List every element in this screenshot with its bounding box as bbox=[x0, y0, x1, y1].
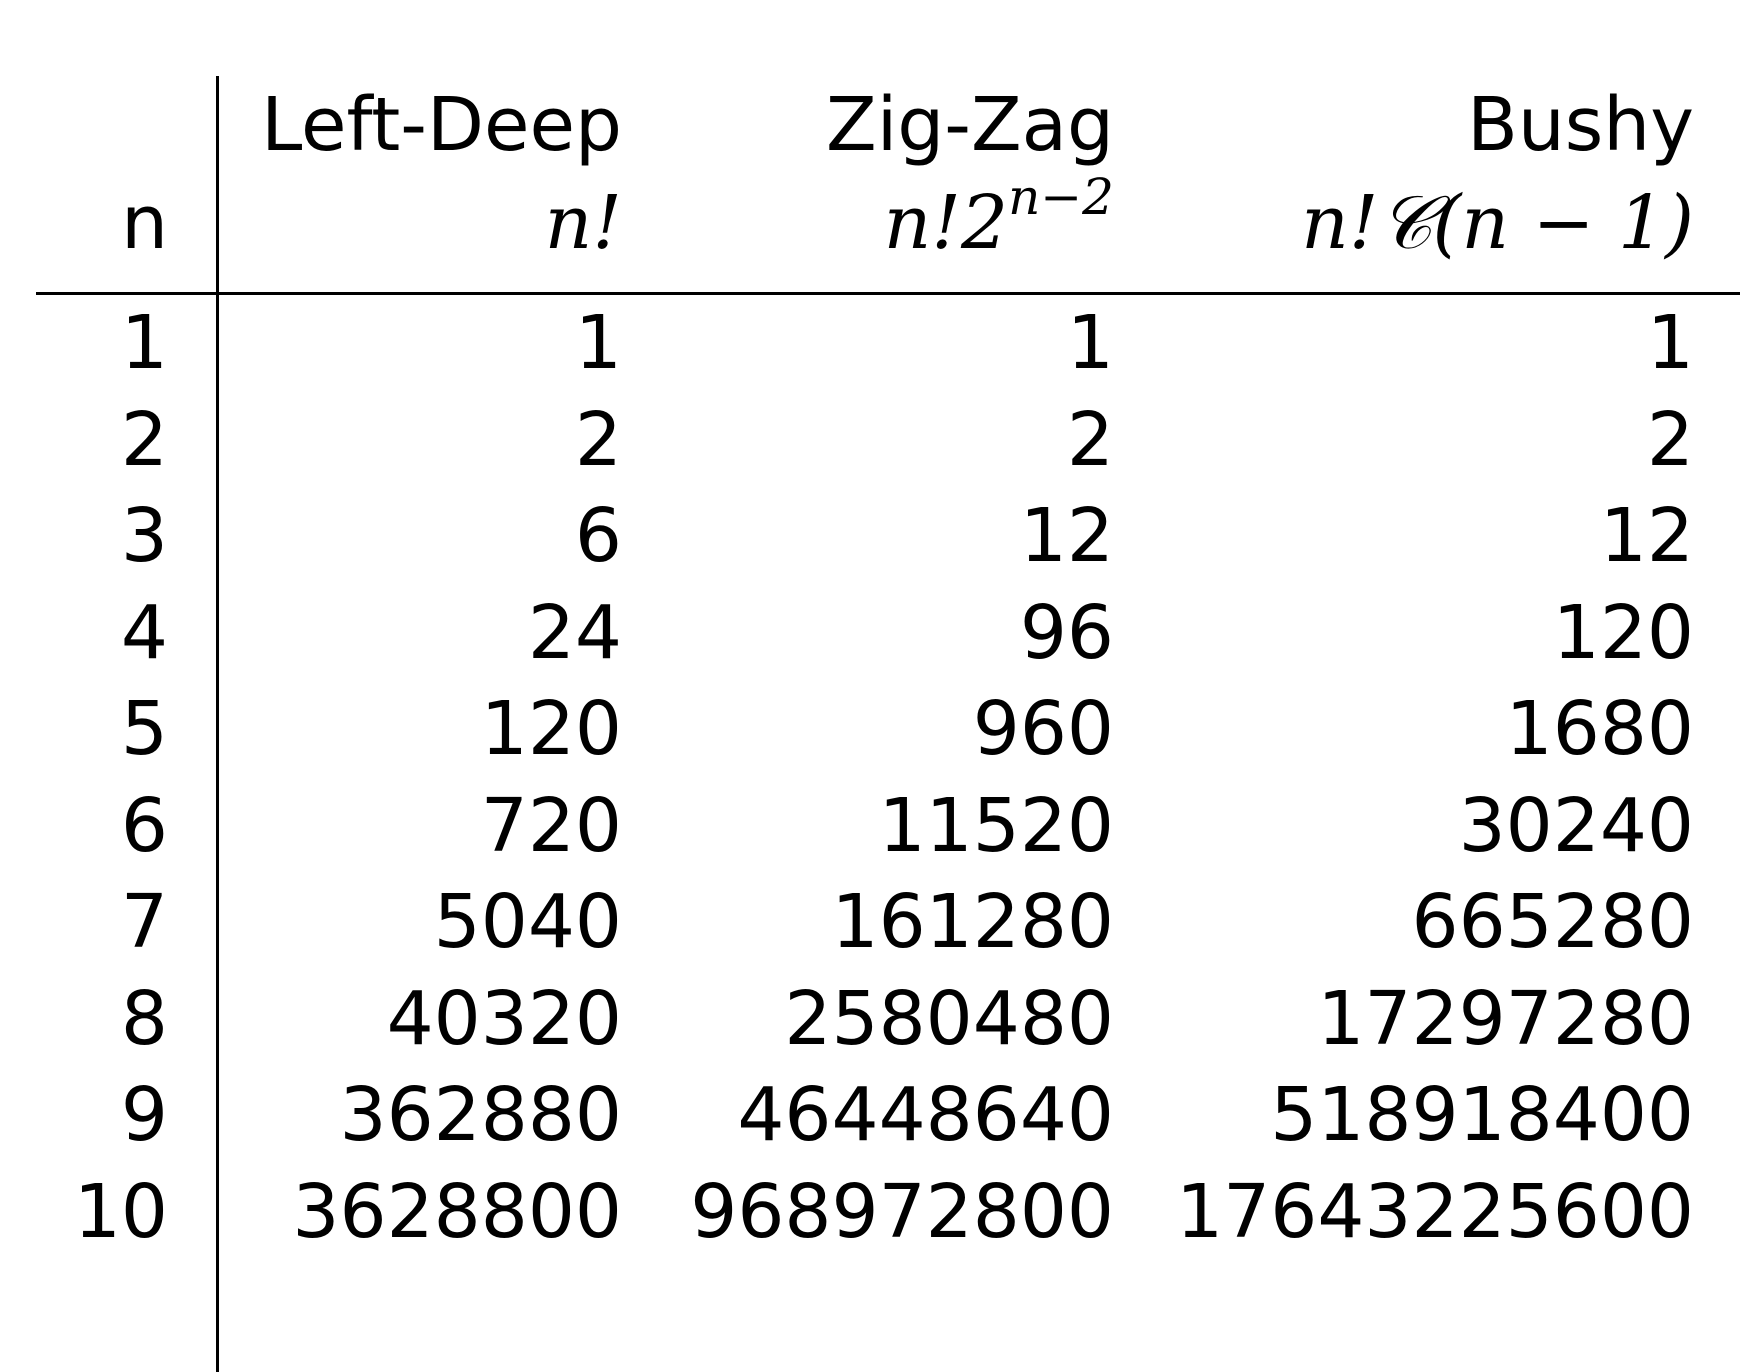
cell-n: 7 bbox=[120, 879, 168, 965]
cell-zig-zag: 96 bbox=[1019, 590, 1114, 676]
formula-bushy-base: n!𝒞(n − 1) bbox=[1301, 180, 1694, 266]
formula-zig-zag: n!2n−2 bbox=[640, 172, 1114, 276]
cell-n: 10 bbox=[73, 1169, 168, 1255]
cell-left-deep: 40320 bbox=[386, 976, 622, 1062]
cell-zig-zag: 1 bbox=[1066, 300, 1114, 386]
cell-bushy: 518918400 bbox=[1270, 1072, 1694, 1158]
cell-left-deep: 6 bbox=[574, 493, 622, 579]
cell-left-deep: 1 bbox=[574, 300, 622, 386]
cell-left-deep: 362880 bbox=[339, 1072, 623, 1158]
cell-n: 4 bbox=[120, 590, 168, 676]
cell-bushy: 2 bbox=[1646, 397, 1694, 483]
header-left-deep: Left-Deep bbox=[261, 82, 622, 168]
cell-zig-zag: 46448640 bbox=[737, 1072, 1114, 1158]
cell-bushy: 30240 bbox=[1458, 783, 1694, 869]
cell-bushy: 665280 bbox=[1411, 879, 1695, 965]
cell-n: 6 bbox=[120, 783, 168, 869]
cell-zig-zag: 960 bbox=[972, 686, 1114, 772]
cell-zig-zag: 12 bbox=[1019, 493, 1114, 579]
cell-bushy: 17643225600 bbox=[1176, 1169, 1694, 1255]
cell-left-deep: 120 bbox=[480, 686, 622, 772]
cell-left-deep: 720 bbox=[480, 783, 622, 869]
cell-zig-zag: 2580480 bbox=[784, 976, 1114, 1062]
cell-bushy: 12 bbox=[1599, 493, 1694, 579]
cell-n: 1 bbox=[120, 300, 168, 386]
formula-zig-zag-base: n!2 bbox=[883, 180, 1009, 266]
formula-zig-zag-exponent: n−2 bbox=[1008, 168, 1114, 226]
cell-left-deep: 5040 bbox=[433, 879, 622, 965]
header-n: n bbox=[121, 180, 168, 266]
formula-bushy: n!𝒞(n − 1) bbox=[1140, 186, 1694, 276]
cell-left-deep: 3628800 bbox=[292, 1169, 622, 1255]
cell-bushy: 1680 bbox=[1505, 686, 1694, 772]
cell-n: 3 bbox=[120, 493, 168, 579]
cell-zig-zag: 161280 bbox=[831, 879, 1115, 965]
cell-zig-zag: 2 bbox=[1066, 397, 1114, 483]
cell-bushy: 120 bbox=[1552, 590, 1694, 676]
formula-left-deep: n! bbox=[240, 186, 622, 276]
cell-left-deep: 2 bbox=[574, 397, 622, 483]
column-divider bbox=[216, 76, 219, 1372]
formula-left-deep-base: n! bbox=[544, 180, 622, 266]
cell-bushy: 17297280 bbox=[1317, 976, 1694, 1062]
cell-left-deep: 24 bbox=[527, 590, 622, 676]
cell-zig-zag: 11520 bbox=[878, 783, 1114, 869]
cell-zig-zag: 968972800 bbox=[690, 1169, 1114, 1255]
header-bushy: Bushy bbox=[1467, 82, 1694, 168]
header-zig-zag: Zig-Zag bbox=[826, 82, 1114, 168]
cell-n: 2 bbox=[120, 397, 168, 483]
header-divider bbox=[36, 292, 1740, 295]
cell-bushy: 1 bbox=[1646, 300, 1694, 386]
cell-n: 5 bbox=[120, 686, 168, 772]
cell-n: 9 bbox=[120, 1072, 168, 1158]
cell-n: 8 bbox=[120, 976, 168, 1062]
